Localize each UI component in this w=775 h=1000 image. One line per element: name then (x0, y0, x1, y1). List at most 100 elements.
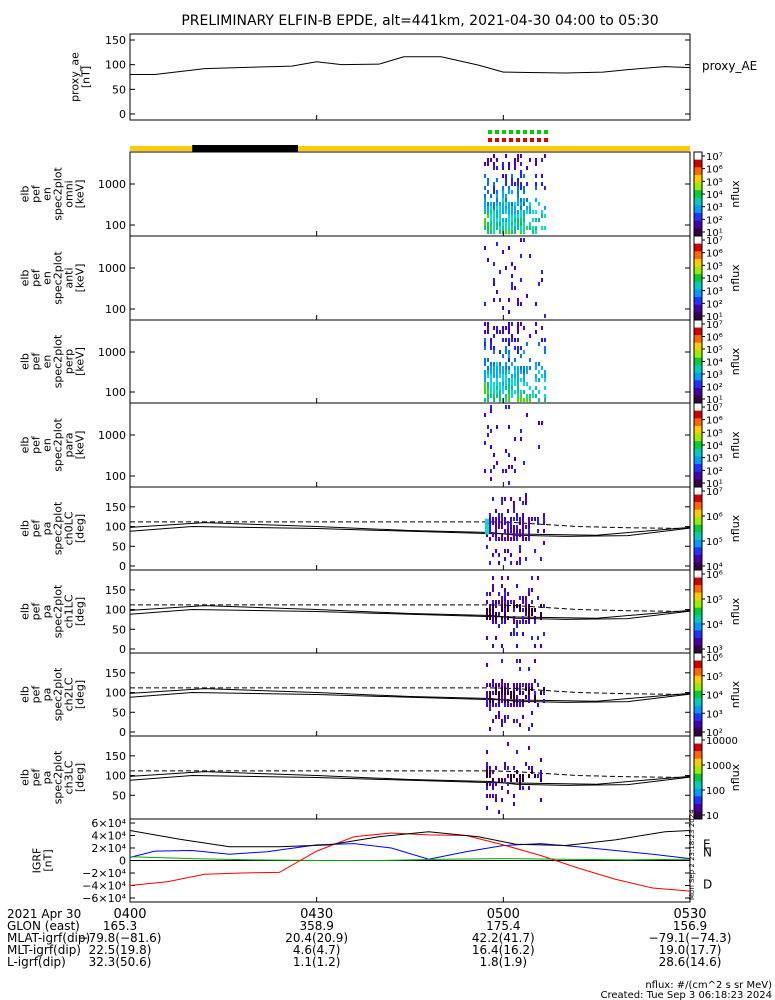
pitch-angle-cell (507, 592, 509, 596)
energy-spectrogram-cell (541, 226, 543, 230)
energy-spectrogram-cell (490, 346, 492, 350)
energy-spectrogram-cell (517, 186, 519, 190)
energy-spectrogram-cell (517, 182, 519, 186)
pitch-angle-cell (489, 525, 491, 529)
energy-colorbar-3-segment (694, 418, 702, 427)
energy-spectrogram-cell (508, 202, 510, 206)
proxy-ae-line (130, 56, 691, 76)
energy-spectrogram-cell (484, 370, 486, 374)
energy-spectrogram-cell (544, 370, 546, 374)
energy-colorbar-2-tick-label: 10³ (706, 370, 723, 381)
pitch-angle-cell (489, 703, 491, 707)
energy-colorbar-2-segment (694, 320, 702, 329)
pitch-angle-1-frame (129, 569, 691, 654)
energy-spectrogram-cell (505, 370, 507, 374)
pitch-angle-cell (501, 608, 503, 612)
pitch-angle-cell (522, 517, 524, 521)
energy-spectrogram-cell (514, 218, 516, 222)
energy-spectrogram-cell (484, 469, 486, 473)
pitch-angle-cell (534, 644, 536, 648)
anti-loss-cone-line (129, 775, 691, 785)
energy-spectrogram-1-frame (129, 235, 691, 321)
energy-spectrogram-cell (493, 350, 495, 354)
pitch-angle-cell (495, 517, 497, 521)
energy-spectrogram-cell (484, 441, 486, 445)
pitch-angle-cell (540, 644, 542, 648)
pitch-angle-cell (519, 545, 521, 549)
energy-spectrogram-cell (493, 298, 495, 302)
energy-spectrogram-cell (505, 198, 507, 202)
pitch-angle-1-y-label: 100 (105, 604, 126, 617)
pitch-angle-cell (516, 778, 518, 782)
energy-spectrogram-cell (526, 198, 528, 202)
energy-spectrogram-cell (508, 378, 510, 382)
energy-spectrogram-cell (523, 382, 525, 386)
energy-spectrogram-cell (493, 154, 495, 158)
pitch-angle-0-ylabel-line: spec2plot (52, 501, 65, 555)
energy-spectrogram-cell (505, 194, 507, 198)
energy-spectrogram-cell (517, 386, 519, 390)
pitch-angle-2-ylabel-line: [deg] (74, 680, 87, 709)
energy-spectrogram-3-ylabel-line: [keV] (74, 431, 87, 460)
pitch-angle-colorbar-0-tick-label: 10⁵ (706, 537, 723, 548)
ephemeris-value: 28.6(14.6) (659, 955, 722, 969)
pitch-angle-cell (501, 596, 503, 600)
energy-spectrogram-cell (523, 461, 525, 465)
pitch-angle-cell (495, 715, 497, 719)
energy-colorbar-3-tick-label: 10⁴ (706, 441, 723, 452)
energy-spectrogram-cell (520, 238, 522, 242)
energy-spectrogram-cell (523, 238, 525, 242)
energy-spectrogram-cell (484, 386, 486, 390)
pitch-angle-colorbar-1-segment (694, 622, 702, 631)
energy-spectrogram-cell (484, 202, 486, 206)
energy-spectrogram-cell (517, 394, 519, 398)
pitch-angle-cell (492, 679, 494, 683)
pitch-angle-colorbar-0-tick-label: 10⁷ (706, 487, 723, 498)
pitch-angle-colorbar-3-segment (694, 796, 702, 805)
energy-spectrogram-cell (487, 326, 489, 330)
energy-spectrogram-cell (508, 246, 510, 250)
energy-spectrogram-cell (523, 218, 525, 222)
energy-spectrogram-cell (520, 222, 522, 226)
energy-spectrogram-cell (535, 394, 537, 398)
pitch-angle-cell (522, 715, 524, 719)
plot-title: PRELIMINARY ELFIN-B EPDE, alt=441km, 202… (181, 13, 658, 29)
pitch-angle-cell (498, 592, 500, 596)
energy-spectrogram-cell (502, 202, 504, 206)
sunlit-bar (130, 146, 690, 151)
energy-spectrogram-cell (499, 398, 501, 402)
energy-spectrogram-cell (532, 394, 534, 398)
energy-spectrogram-cell (496, 206, 498, 210)
pitch-angle-cell (489, 770, 491, 774)
pitch-angle-cell (531, 770, 533, 774)
energy-spectrogram-cell (490, 394, 492, 398)
pitch-angle-cell (489, 521, 491, 525)
pitch-angle-cell (498, 513, 500, 517)
energy-spectrogram-cell (535, 162, 537, 166)
energy-spectrogram-cell (502, 226, 504, 230)
energy-spectrogram-cell (490, 370, 492, 374)
pitch-angle-cell (495, 687, 497, 691)
energy-spectrogram-cell (520, 206, 522, 210)
energy-spectrogram-cell (520, 254, 522, 258)
energy-spectrogram-cell (484, 338, 486, 342)
pitch-angle-cell (519, 604, 521, 608)
energy-spectrogram-cell (508, 310, 510, 314)
ephemeris-row-label: MLAT-igrf(dip) (7, 931, 90, 945)
energy-spectrogram-cell (517, 218, 519, 222)
pitch-angle-colorbar-3-segment (694, 803, 702, 812)
pitch-angle-cell (504, 766, 506, 770)
energy-spectrogram-cell (523, 174, 525, 178)
pitch-angle-cell (543, 632, 545, 636)
pitch-angle-cell (501, 525, 503, 529)
igrf-legend-N: N (703, 846, 712, 860)
energy-spectrogram-cell (508, 366, 510, 370)
energy-spectrogram-cell (523, 390, 525, 394)
pitch-angle-colorbar-1-segment (694, 570, 702, 579)
pitch-angle-cell (516, 750, 518, 754)
pitch-angle-cell (507, 600, 509, 604)
pitch-angle-cell (516, 525, 518, 529)
pitch-angle-0-ylabel-line: elb (19, 520, 32, 537)
igrf-y-label: −4×10⁴ (82, 880, 126, 893)
